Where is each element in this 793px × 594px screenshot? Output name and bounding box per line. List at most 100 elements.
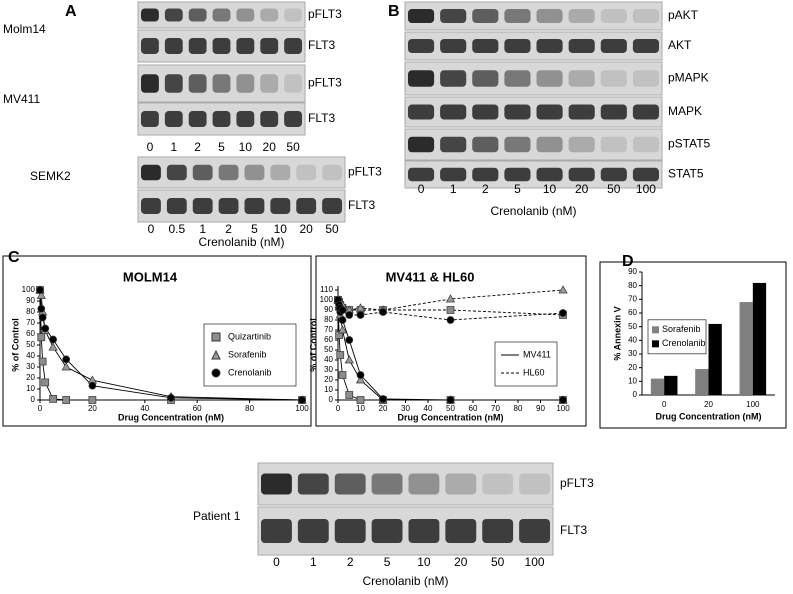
marker xyxy=(379,308,387,316)
panel-frame xyxy=(315,255,587,427)
lane-label: 2 xyxy=(225,222,232,236)
marker xyxy=(338,316,347,324)
y-tick-label: 70 xyxy=(628,294,637,303)
lane-label: 20 xyxy=(575,182,589,196)
band xyxy=(260,111,279,127)
marker xyxy=(36,290,46,299)
x-tick-label: 20 xyxy=(88,404,97,413)
protein-label: FLT3 xyxy=(348,198,375,212)
marker xyxy=(558,285,568,294)
panel-letter: C xyxy=(8,249,20,266)
band xyxy=(519,519,550,543)
band xyxy=(218,164,239,181)
lane-label: 100 xyxy=(636,182,656,196)
protein-label: pFLT3 xyxy=(308,7,342,21)
band xyxy=(212,74,231,93)
lane-label: 1 xyxy=(450,182,457,196)
band xyxy=(212,38,231,54)
band xyxy=(141,164,161,181)
band xyxy=(192,164,213,181)
marker xyxy=(62,396,71,404)
band xyxy=(472,9,499,23)
band xyxy=(536,70,563,87)
band xyxy=(260,8,279,22)
marker xyxy=(338,371,347,379)
lane-label: 2 xyxy=(347,555,354,569)
bar xyxy=(664,375,678,395)
y-tick-label: 20 xyxy=(324,375,333,384)
cell-line-label: MV411 xyxy=(3,92,40,106)
band xyxy=(296,164,317,181)
cell-line-label: Molm14 xyxy=(3,22,46,36)
legend-symbol xyxy=(652,340,659,348)
protein-label: pMAPK xyxy=(668,71,709,85)
band xyxy=(568,70,595,87)
band xyxy=(284,38,302,54)
band xyxy=(244,164,265,181)
axis-label: Crenolanib (nM) xyxy=(490,204,576,218)
band xyxy=(632,167,659,182)
band xyxy=(284,8,302,22)
panel-frame xyxy=(599,261,787,429)
band xyxy=(482,519,514,543)
x-tick-label: 100 xyxy=(556,404,570,413)
marker xyxy=(41,324,50,333)
y-tick-label: 100 xyxy=(320,295,334,304)
marker xyxy=(338,306,347,314)
marker xyxy=(356,311,365,319)
band xyxy=(164,111,183,127)
band xyxy=(236,8,255,22)
lane-label: 2 xyxy=(482,182,489,196)
band xyxy=(568,104,595,120)
lane-label: 50 xyxy=(491,555,505,569)
band xyxy=(600,167,627,182)
bar xyxy=(695,369,709,395)
band xyxy=(261,519,292,543)
y-tick-label: 20 xyxy=(26,373,35,382)
band xyxy=(212,8,231,22)
x-tick-label: 20 xyxy=(379,404,388,413)
protein-label: FLT3 xyxy=(560,523,587,537)
y-tick-label: 40 xyxy=(628,335,637,344)
marker xyxy=(38,313,47,322)
lane-label: 5 xyxy=(384,555,391,569)
y-tick-label: 80 xyxy=(324,315,333,324)
lane-label: 1 xyxy=(310,555,317,569)
band xyxy=(445,473,477,495)
band xyxy=(284,111,302,127)
protein-label: FLT3 xyxy=(308,111,335,125)
lane-label: 5 xyxy=(514,182,521,196)
x-tick-label: 0 xyxy=(336,404,341,413)
band xyxy=(504,9,531,23)
panel-letter: B xyxy=(388,3,400,20)
lane-label: 0 xyxy=(418,182,425,196)
bar xyxy=(739,302,753,395)
band xyxy=(504,104,531,120)
protein-label: STAT5 xyxy=(668,167,704,181)
band xyxy=(408,104,435,120)
band xyxy=(504,136,531,153)
band xyxy=(632,136,659,153)
lane-label: 5 xyxy=(251,222,258,236)
band xyxy=(600,136,627,153)
marker xyxy=(345,336,354,344)
y-tick-label: 10 xyxy=(26,384,35,393)
band xyxy=(164,8,183,22)
band xyxy=(440,104,467,120)
band xyxy=(141,74,159,93)
bar xyxy=(650,378,665,395)
band xyxy=(236,74,255,93)
band xyxy=(408,70,435,87)
y-tick-label: 10 xyxy=(628,376,637,385)
band xyxy=(188,111,207,127)
band xyxy=(408,39,435,53)
band xyxy=(334,519,366,543)
marker xyxy=(37,304,46,313)
protein-label: AKT xyxy=(668,38,692,52)
band xyxy=(536,104,563,120)
band xyxy=(632,39,659,53)
protein-label: pAKT xyxy=(668,8,699,22)
band xyxy=(408,473,440,495)
lane-label: 10 xyxy=(417,555,431,569)
band xyxy=(297,519,329,543)
